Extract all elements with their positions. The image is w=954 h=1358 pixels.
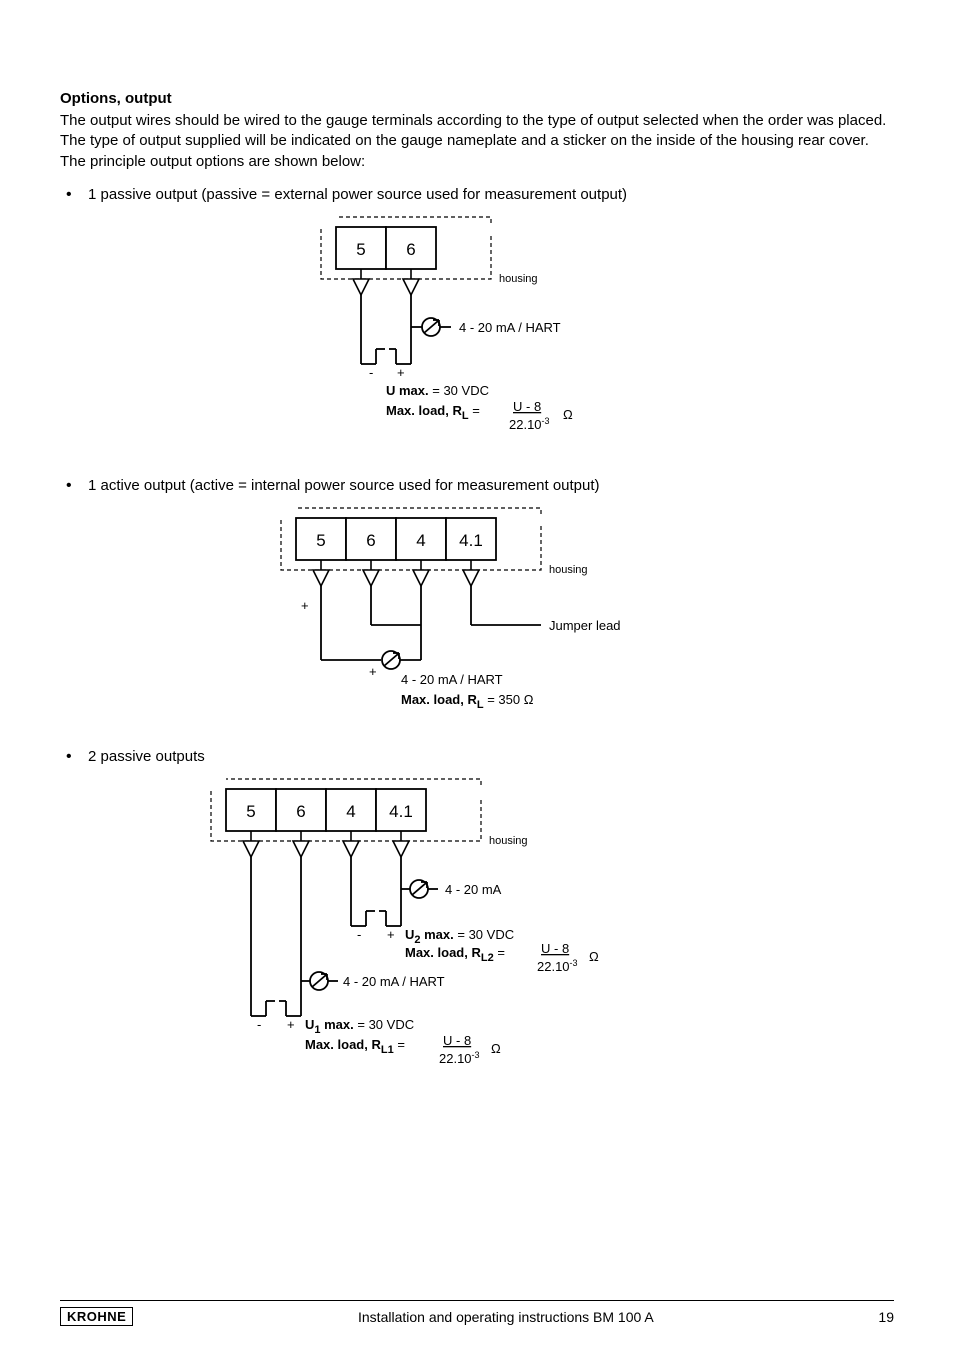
umax-suffix: = 30 VDC: [429, 383, 489, 398]
bullet-text: 2 passive outputs: [88, 748, 205, 765]
jumper-label: Jumper lead: [549, 618, 621, 633]
section-title: Options, output: [60, 90, 894, 107]
term-6: 6: [366, 531, 375, 550]
term-6: 6: [406, 240, 415, 259]
term-5: 5: [246, 802, 255, 821]
plus-bottom: +: [369, 664, 377, 679]
diagram-passive1: 5 6 housing: [88, 209, 894, 459]
bullet-text: 1 passive output (passive = external pow…: [88, 186, 627, 203]
load-prefix: Max. load, R: [386, 403, 462, 418]
exp1: -3: [472, 1050, 480, 1060]
svg-text:Max. load, RL2 =: Max. load, RL2 =: [405, 945, 505, 964]
svg-text:U1 max. = 30 VDC: U1 max. = 30 VDC: [305, 1017, 414, 1036]
ohm1: Ω: [491, 1041, 501, 1056]
u2sf: max.: [421, 927, 454, 942]
u2v: = 30 VDC: [454, 927, 514, 942]
diagram-active1: 5 6 4 4.1 housing: [88, 500, 894, 730]
intro-text: The output wires should be wired to the …: [60, 111, 894, 172]
bullet-passive2: 2 passive outputs 5 6 4 4.1 housing: [60, 748, 894, 1101]
exp2: -3: [570, 958, 578, 968]
sig1: 4 - 20 mA / HART: [343, 974, 445, 989]
svg-text:22.10-3: 22.10-3: [509, 416, 550, 432]
svg-text:U2 max. = 30 VDC: U2 max. = 30 VDC: [405, 927, 514, 946]
formula-num: U - 8: [513, 399, 541, 414]
rl1e: =: [394, 1037, 405, 1052]
u1p: U: [305, 1017, 314, 1032]
brand-logo: KROHNE: [60, 1307, 133, 1326]
rl2e: =: [494, 945, 505, 960]
page-footer: KROHNE Installation and operating instru…: [60, 1300, 894, 1326]
u1v: = 30 VDC: [354, 1017, 414, 1032]
diagram-passive2: 5 6 4 4.1 housing: [88, 771, 894, 1101]
sig2: 4 - 20 mA: [445, 882, 502, 897]
u1sf: max.: [321, 1017, 354, 1032]
housing-label: housing: [499, 273, 538, 285]
housing-label: housing: [489, 835, 528, 847]
bullet-active1: 1 active output (active = internal power…: [60, 477, 894, 730]
u2p: U: [405, 927, 414, 942]
housing-label: housing: [549, 564, 588, 576]
term-6: 6: [296, 802, 305, 821]
svg-text:22.10-3: 22.10-3: [537, 958, 578, 974]
den2: 22.10: [537, 959, 570, 974]
term-41: 4.1: [459, 531, 483, 550]
term-5: 5: [316, 531, 325, 550]
formula-den: 22.10: [509, 417, 542, 432]
minus1: -: [257, 1017, 261, 1032]
term-4: 4: [346, 802, 355, 821]
rl1s: L1: [381, 1044, 394, 1056]
load-prefix: Max. load, R: [401, 692, 477, 707]
umax-prefix: U max.: [386, 383, 429, 398]
footer-title: Installation and operating instructions …: [358, 1309, 654, 1325]
rl1p: Max. load, R: [305, 1037, 381, 1052]
signal-label: 4 - 20 mA / HART: [401, 672, 503, 687]
rl2p: Max. load, R: [405, 945, 481, 960]
rl2s: L2: [481, 952, 494, 964]
plus1: +: [287, 1017, 295, 1032]
bullet-text: 1 active output (active = internal power…: [88, 477, 600, 494]
minus2: -: [357, 927, 361, 942]
plus-left: +: [301, 598, 309, 613]
svg-text:22.10-3: 22.10-3: [439, 1050, 480, 1066]
den1: 22.10: [439, 1051, 472, 1066]
load-eq: =: [469, 403, 480, 418]
svg-text:U max. = 30 VDC: U max. = 30 VDC: [386, 383, 489, 398]
signal-label: 4 - 20 mA / HART: [459, 320, 561, 335]
svg-text:Max. load, RL1 =: Max. load, RL1 =: [305, 1037, 405, 1056]
term-5: 5: [356, 240, 365, 259]
num1: U - 8: [443, 1033, 471, 1048]
svg-text:Max. load, RL = 350 Ω: Max. load, RL = 350 Ω: [401, 692, 534, 711]
page-number: 19: [878, 1309, 894, 1325]
plus: +: [397, 365, 405, 380]
term-4: 4: [416, 531, 425, 550]
minus: -: [369, 365, 373, 380]
term-41: 4.1: [389, 802, 413, 821]
ohm2: Ω: [589, 949, 599, 964]
formula-exp: -3: [542, 416, 550, 426]
plus2: +: [387, 927, 395, 942]
load-val: = 350 Ω: [484, 692, 534, 707]
svg-text:Max. load, RL =: Max. load, RL =: [386, 403, 480, 422]
ohm: Ω: [563, 407, 573, 422]
num2: U - 8: [541, 941, 569, 956]
bullet-passive1: 1 passive output (passive = external pow…: [60, 186, 894, 459]
